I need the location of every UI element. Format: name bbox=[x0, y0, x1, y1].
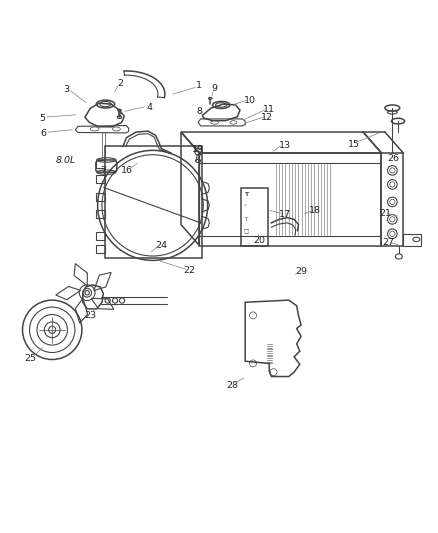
Text: □: □ bbox=[244, 229, 249, 235]
Text: 18: 18 bbox=[309, 206, 321, 215]
Text: 29: 29 bbox=[295, 267, 307, 276]
Text: 7: 7 bbox=[100, 166, 106, 175]
Text: 6: 6 bbox=[40, 129, 46, 138]
Text: 27: 27 bbox=[382, 238, 394, 247]
Text: 8.0L: 8.0L bbox=[55, 156, 75, 165]
Text: 17: 17 bbox=[279, 211, 290, 220]
Text: T: T bbox=[244, 192, 248, 197]
Text: 20: 20 bbox=[253, 236, 265, 245]
Text: 26: 26 bbox=[388, 154, 399, 163]
Text: °: ° bbox=[244, 204, 246, 209]
Text: 23: 23 bbox=[84, 311, 96, 320]
Text: 19: 19 bbox=[192, 145, 204, 154]
Text: T: T bbox=[244, 217, 247, 222]
Text: 21: 21 bbox=[379, 209, 391, 218]
Text: 28: 28 bbox=[226, 381, 238, 390]
Text: 4: 4 bbox=[146, 103, 152, 111]
Text: 8: 8 bbox=[196, 107, 202, 116]
Text: 13: 13 bbox=[279, 141, 290, 150]
Text: 12: 12 bbox=[261, 112, 273, 122]
Text: 9: 9 bbox=[212, 84, 218, 93]
Text: 1: 1 bbox=[196, 81, 202, 90]
Text: 3: 3 bbox=[63, 85, 69, 94]
Text: 5: 5 bbox=[39, 114, 45, 123]
Text: 15: 15 bbox=[348, 140, 360, 149]
Text: 22: 22 bbox=[184, 266, 195, 276]
Text: 25: 25 bbox=[25, 354, 36, 362]
Text: 11: 11 bbox=[263, 105, 275, 114]
Text: 2: 2 bbox=[118, 79, 124, 87]
Text: 16: 16 bbox=[121, 166, 133, 175]
Text: 24: 24 bbox=[155, 241, 167, 250]
Text: 10: 10 bbox=[244, 96, 255, 105]
